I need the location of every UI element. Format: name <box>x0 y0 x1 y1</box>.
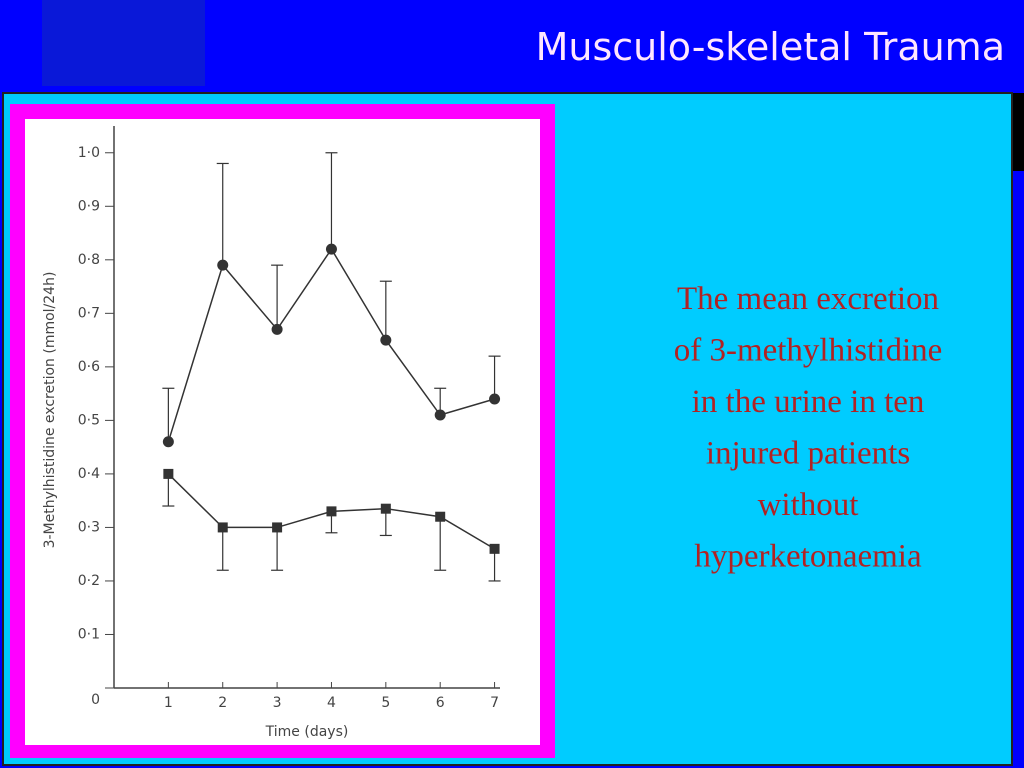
y-tick-label: 0·7 <box>78 305 100 321</box>
marker <box>162 436 174 448</box>
marker <box>489 543 500 554</box>
x-axis-label: Time (days) <box>265 724 349 740</box>
y-tick-label: 0·3 <box>78 519 100 535</box>
y-tick-label: 0·4 <box>78 466 100 482</box>
x-tick-label: 7 <box>490 695 499 711</box>
caption-line: The mean excretion <box>677 281 939 317</box>
x-tick-label: 5 <box>381 695 390 711</box>
marker <box>434 409 446 421</box>
corner-block <box>42 0 205 86</box>
x-tick-label: 6 <box>436 695 445 711</box>
y-tick-label: 0 <box>91 692 100 708</box>
marker <box>435 511 446 522</box>
chart-background <box>25 119 540 745</box>
y-tick-label: 0·2 <box>78 573 100 589</box>
y-axis-label: 3-Methylhistidine excretion (mmol/24h) <box>42 272 58 549</box>
marker <box>217 259 229 271</box>
marker <box>380 503 391 514</box>
x-tick-label: 2 <box>218 695 227 711</box>
x-tick-label: 4 <box>327 695 336 711</box>
x-tick-label: 1 <box>164 695 173 711</box>
marker <box>271 323 283 335</box>
y-tick-label: 1·0 <box>78 145 100 161</box>
marker <box>326 506 337 517</box>
y-tick-label: 0·5 <box>78 412 100 428</box>
marker <box>325 243 337 255</box>
marker <box>380 334 392 346</box>
y-tick-label: 0·1 <box>78 626 100 642</box>
caption-line: hyperketonaemia <box>694 539 922 575</box>
slide-title: Musculo-skeletal Trauma <box>536 25 1005 69</box>
caption-line: in the urine in ten <box>692 384 925 420</box>
marker <box>489 393 501 405</box>
chart: Time (days) 3-Methylhistidine excretion … <box>42 126 501 740</box>
marker <box>163 468 174 479</box>
y-tick-label: 0·8 <box>78 252 100 268</box>
y-tick-label: 0·6 <box>78 359 100 375</box>
caption-line: of 3-methylhistidine <box>674 333 943 369</box>
marker <box>272 522 283 533</box>
y-tick-label: 0·9 <box>78 198 100 214</box>
x-tick-label: 3 <box>273 695 282 711</box>
marker <box>217 522 228 533</box>
caption-line: injured patients <box>706 436 910 472</box>
caption: The mean excretion of 3-methylhistidine in… <box>674 281 943 575</box>
caption-line: without <box>758 487 859 523</box>
